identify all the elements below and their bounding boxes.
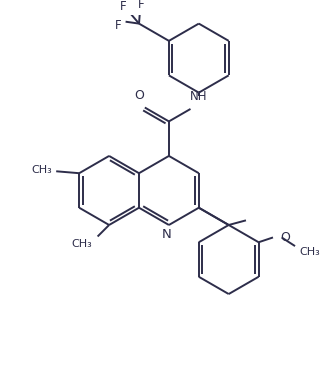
Text: F: F <box>115 19 121 32</box>
Text: F: F <box>120 0 127 13</box>
Text: NH: NH <box>190 90 208 103</box>
Text: CH₃: CH₃ <box>32 165 52 175</box>
Text: CH₃: CH₃ <box>71 239 92 249</box>
Text: N: N <box>162 228 172 241</box>
Text: F: F <box>138 0 144 11</box>
Text: CH₃: CH₃ <box>299 247 320 257</box>
Text: O: O <box>281 231 290 244</box>
Text: O: O <box>134 89 144 102</box>
